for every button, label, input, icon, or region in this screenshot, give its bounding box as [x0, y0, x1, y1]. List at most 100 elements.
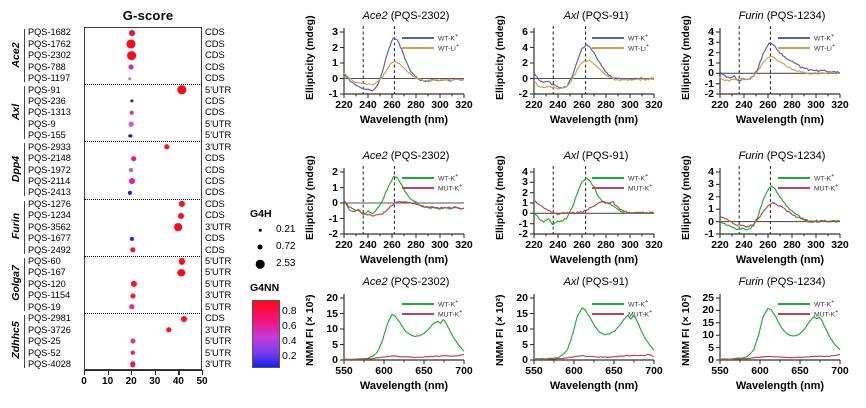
chart-panel-nmm-ace2: Ace2 (PQS-2302) NMM FI (× 10²) Wavelength …	[300, 268, 476, 396]
gene-group-divider	[84, 312, 202, 314]
gscore-dot[interactable]	[129, 167, 134, 172]
panel-title: Axl (PQS-91)	[563, 10, 629, 22]
panel-title: Furin (PQS-1234)	[738, 150, 826, 162]
x-tick-label: 300	[621, 99, 639, 111]
pqs-region-label: 5'UTR	[205, 83, 232, 95]
pqs-region-label: 5'UTR	[205, 277, 232, 289]
x-tick-label: 320	[831, 99, 849, 111]
gscore-dot[interactable]	[130, 338, 136, 344]
legend-label: WT-Li+	[628, 43, 650, 53]
gscore-dot[interactable]	[130, 99, 134, 103]
gscore-dot[interactable]	[128, 64, 134, 70]
legend-swatch	[402, 187, 434, 189]
legend-label: WT-K+	[438, 33, 459, 43]
legend-label: WT-Li+	[438, 43, 460, 53]
g4nn-colorbar-tick: 0.6	[282, 320, 297, 332]
y-tick-label: 1	[708, 203, 714, 216]
x-axis-label: Wavelength (nm)	[549, 114, 639, 126]
chart-panel-cd-ace2-ion: Ace2 (PQS-2302) Ellipticity (mdeg) Wavelen…	[300, 2, 476, 130]
g4nn-colorbar-tick: 0.8	[282, 305, 297, 317]
gscore-dot[interactable]	[129, 247, 136, 253]
gscore-dot[interactable]	[177, 212, 184, 219]
gscore-dot[interactable]	[126, 39, 136, 49]
gscore-dot[interactable]	[130, 293, 136, 299]
legend-swatch	[592, 47, 624, 49]
y-tick-label: 0	[708, 67, 714, 80]
pqs-row-label: PQS-25	[28, 336, 61, 346]
gene-label-axl: Axl	[10, 103, 22, 120]
gscore-dot[interactable]	[128, 190, 133, 195]
y-tick-label: 3	[332, 26, 338, 38]
chart-panel-cd-furin-mut: Furin (PQS-1234) Ellipticity (mdeg) Wavele…	[676, 142, 852, 270]
gscore-dot[interactable]	[129, 110, 134, 116]
gscore-dot[interactable]	[130, 155, 137, 162]
pqs-region-label: CDS	[205, 312, 225, 324]
gscore-dot[interactable]	[177, 85, 187, 95]
x-tick-label: 50	[196, 376, 208, 387]
y-tick-label: 0	[708, 215, 714, 228]
pqs-row-label: PQS-3726	[28, 324, 71, 335]
x-tick	[84, 370, 86, 375]
pqs-region-label: 3'UTR	[205, 140, 232, 152]
legend-swatch	[592, 313, 624, 315]
gscore-dot[interactable]	[128, 178, 135, 185]
pqs-region-label: 5'UTR	[205, 117, 232, 129]
gscore-dot[interactable]	[130, 350, 135, 356]
gscore-dot[interactable]	[130, 361, 136, 367]
gene-group-bracket	[24, 257, 25, 311]
pqs-row-label: PQS-19	[28, 301, 61, 312]
x-axis-label: Wavelength (nm)	[735, 380, 825, 392]
series-line	[533, 199, 655, 216]
pqs-row-label: PQS-52	[28, 347, 61, 358]
x-tick-label: 300	[807, 99, 825, 111]
gscore-dot[interactable]	[128, 133, 132, 138]
legend-label: MUT-K+	[438, 183, 463, 193]
gscore-dot[interactable]	[130, 281, 137, 288]
series-line	[719, 185, 841, 231]
pqs-row-label: PQS-1154	[28, 290, 71, 301]
series-line	[343, 313, 465, 361]
x-tick	[178, 370, 180, 375]
x-tick-label: 280	[407, 239, 425, 251]
y-tick-label: 25	[702, 292, 714, 304]
gscore-dot[interactable]	[166, 327, 172, 333]
gscore-dot[interactable]	[126, 50, 137, 61]
pqs-region-label: 5'UTR	[205, 255, 232, 266]
g-score-dotplot: G-score PQS-1682 CDS PQS-1762 CDS PQS-2302 CD…	[0, 0, 297, 408]
pqs-region-label: CDS	[205, 174, 225, 186]
pqs-region-label: CDS	[205, 106, 225, 118]
y-tick-label: 4	[708, 26, 714, 38]
series-line	[343, 60, 465, 86]
gscore-dot[interactable]	[129, 304, 135, 310]
gscore-dot[interactable]	[178, 258, 185, 265]
dotplot-title: G-score	[122, 8, 174, 23]
gscore-dot[interactable]	[181, 315, 188, 322]
y-tick-label: 2	[522, 186, 528, 199]
y-tick-label: -1	[518, 217, 528, 230]
pqs-region-label: CDS	[205, 163, 225, 175]
gscore-dot[interactable]	[128, 121, 134, 127]
pqs-row-label: PQS-2413	[28, 187, 71, 198]
x-tick-label: 700	[831, 365, 849, 377]
x-tick-label: 240	[549, 99, 567, 111]
x-tick-label: 260	[759, 239, 777, 251]
pqs-row-label: PQS-1197	[28, 73, 71, 83]
pqs-row-label: PQS-2114	[28, 175, 71, 186]
gscore-dot[interactable]	[179, 201, 186, 208]
gscore-dot[interactable]	[174, 223, 183, 231]
x-tick-label: 220	[335, 99, 353, 111]
legend-label: WT-K+	[814, 173, 835, 183]
gscore-dot[interactable]	[163, 144, 170, 150]
gscore-dot[interactable]	[129, 29, 136, 36]
x-tick-label: 240	[359, 99, 377, 111]
x-tick-label: 0	[81, 376, 87, 387]
g4h-legend-dot	[257, 244, 263, 250]
gene-label-zdhhc5: Zdhhc5	[10, 321, 22, 360]
gscore-dot[interactable]	[130, 236, 135, 241]
x-axis-label: Wavelength (nm)	[735, 114, 825, 126]
y-tick-label: 10	[702, 329, 714, 342]
gscore-dot[interactable]	[128, 76, 132, 81]
y-tick-label: -2	[518, 88, 528, 100]
plot-svg-nmm-ace2	[340, 294, 465, 364]
gscore-dot[interactable]	[177, 269, 185, 277]
